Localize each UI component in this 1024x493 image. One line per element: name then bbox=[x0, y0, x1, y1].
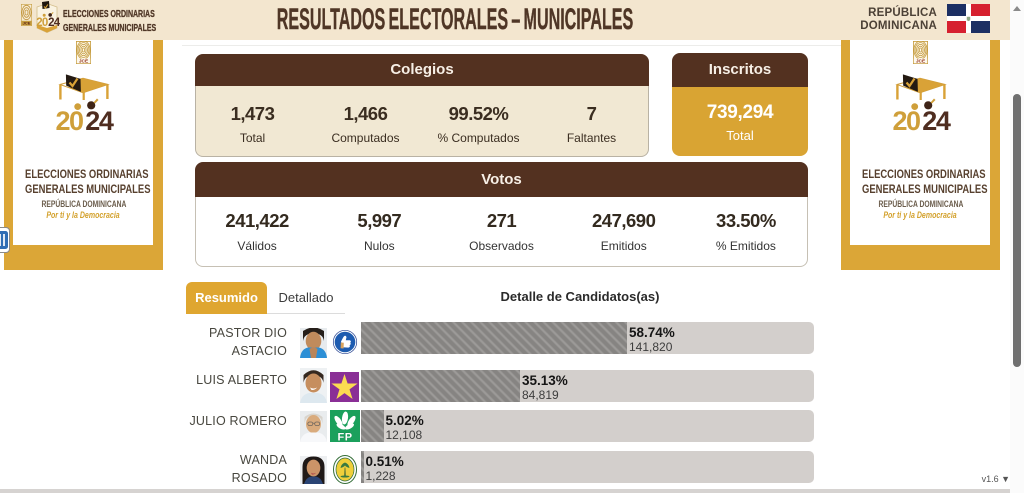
svg-text:24: 24 bbox=[48, 17, 60, 29]
svg-text:24: 24 bbox=[922, 106, 951, 136]
svg-text:20: 20 bbox=[56, 106, 84, 136]
svg-text:20: 20 bbox=[36, 17, 48, 29]
svg-text:FP: FP bbox=[337, 432, 352, 443]
svg-text:JCE: JCE bbox=[79, 59, 89, 64]
svg-text:24: 24 bbox=[85, 106, 114, 136]
svg-text:JCE: JCE bbox=[23, 21, 31, 26]
svg-text:20: 20 bbox=[893, 106, 921, 136]
svg-text:JCE: JCE bbox=[916, 59, 926, 64]
